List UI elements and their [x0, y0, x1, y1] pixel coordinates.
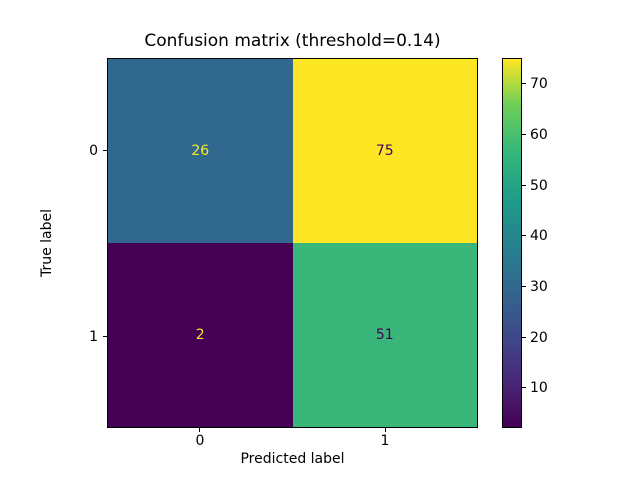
y-axis-label: True label [39, 208, 55, 278]
colorbar-tick-mark-20 [522, 336, 526, 338]
heatmap-cell-value: 26 [191, 143, 210, 159]
colorbar-tick-mark-30 [522, 286, 526, 288]
colorbar-tick-label-30: 30 [530, 279, 548, 296]
heatmap-cell-1-1: 51 [292, 243, 477, 427]
x-tick-mark-0 [199, 428, 200, 432]
colorbar-tick-mark-50 [522, 184, 526, 186]
colorbar-tick-label-40: 40 [530, 228, 548, 245]
colorbar-tick-label-20: 20 [530, 329, 548, 346]
heatmap-cell-0-0: 26 [108, 59, 293, 243]
x-axis-label: Predicted label [240, 451, 345, 467]
y-tick-mark-1 [103, 336, 107, 337]
colorbar-tick-mark-60 [522, 134, 526, 136]
colorbar-tick-label-50: 50 [530, 177, 548, 194]
y-tick-label-1: 1 [89, 329, 98, 345]
heatmap-cell-value: 75 [375, 143, 394, 159]
y-tick-label-0: 0 [89, 143, 98, 159]
heatmap-cell-1-0: 2 [108, 243, 293, 427]
x-tick-label-0: 0 [195, 433, 205, 449]
chart-title: Confusion matrix (threshold=0.14) [144, 31, 441, 51]
heatmap: 26 75 2 51 [107, 58, 478, 428]
heatmap-cell-0-1: 75 [292, 59, 477, 243]
heatmap-cell-value: 2 [195, 327, 205, 343]
x-tick-mark-1 [385, 428, 386, 432]
colorbar-tick-mark-10 [522, 387, 526, 389]
colorbar-tick-mark-40 [522, 235, 526, 237]
colorbar [502, 58, 522, 428]
x-tick-label-1: 1 [380, 433, 390, 449]
heatmap-cell-value: 51 [375, 327, 394, 343]
y-tick-mark-0 [103, 150, 107, 151]
colorbar-tick-label-70: 70 [530, 76, 548, 93]
colorbar-tick-label-60: 60 [530, 127, 548, 144]
colorbar-tick-label-10: 10 [530, 380, 548, 397]
colorbar-tick-mark-70 [522, 83, 526, 85]
